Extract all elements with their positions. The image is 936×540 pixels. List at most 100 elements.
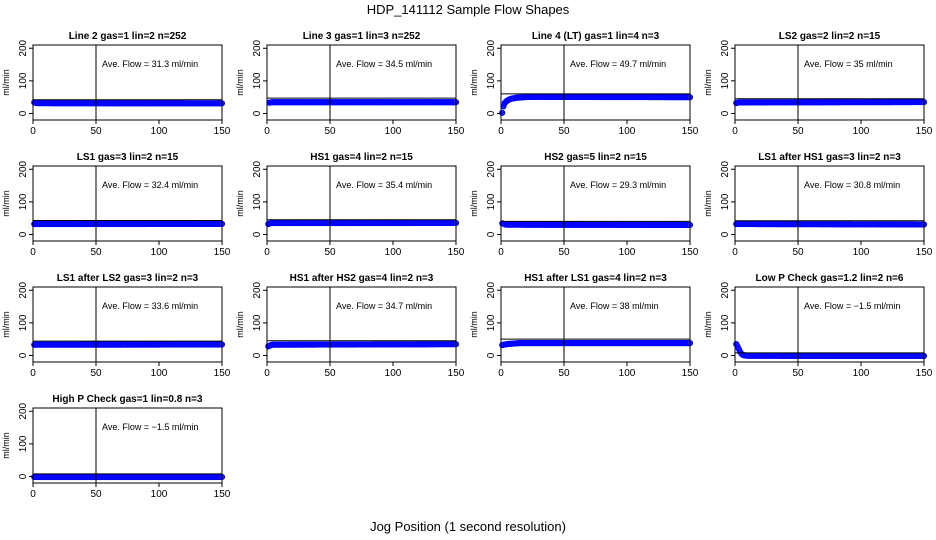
data-point [499, 109, 506, 116]
x-tick-label: 150 [682, 126, 699, 137]
x-tick-label: 150 [214, 368, 231, 379]
panel-title: LS2 gas=2 lin=2 n=15 [779, 31, 881, 42]
x-tick-label: 50 [324, 126, 336, 137]
y-axis-label: ml/min [1, 432, 11, 459]
x-tick-label: 150 [214, 247, 231, 258]
y-axis-label: ml/min [235, 311, 245, 338]
x-tick-label: 0 [732, 368, 738, 379]
data-points [733, 220, 928, 228]
plot-frame [32, 286, 223, 363]
plot-frame [32, 44, 223, 121]
y-tick-label: 0 [252, 352, 263, 358]
panel-title: LS1 after HS1 gas=3 lin=2 n=3 [758, 152, 901, 163]
panel-title: High P Check gas=1 lin=0.8 n=3 [52, 394, 203, 405]
y-tick-label: 100 [18, 193, 29, 210]
y-axis-label: ml/min [1, 190, 11, 217]
x-tick-label: 0 [264, 126, 270, 137]
y-tick-label: 200 [486, 39, 497, 56]
y-tick-label: 100 [252, 193, 263, 210]
x-tick-label: 0 [30, 368, 36, 379]
x-tick-label: 50 [792, 126, 804, 137]
y-axis-label: ml/min [703, 311, 713, 338]
data-points [499, 93, 694, 116]
panel-title: Line 4 (LT) gas=1 lin=4 n=3 [532, 31, 660, 42]
y-tick-label: 200 [720, 281, 731, 298]
x-tick-label: 50 [558, 247, 570, 258]
y-tick-label: 200 [720, 160, 731, 177]
y-tick-label: 0 [18, 473, 29, 479]
x-tick-label: 100 [619, 247, 636, 258]
panel-13: High P Check gas=1 lin=0.8 n=3 ml/min 0 50 1… [1, 394, 231, 500]
x-tick-label: 150 [448, 247, 465, 258]
x-tick-label: 100 [619, 126, 636, 137]
panel-11: HS1 after LS1 gas=4 lin=2 n=3 ml/min 0 50 10… [469, 273, 699, 379]
annotation-text: Ave. Flow = 29.3 ml/min [570, 180, 666, 190]
x-tick-label: 50 [792, 247, 804, 258]
x-tick-label: 0 [30, 247, 36, 258]
data-points [31, 473, 226, 481]
y-tick-label: 100 [486, 314, 497, 331]
x-tick-label: 0 [264, 368, 270, 379]
x-tick-label: 0 [30, 126, 36, 137]
y-tick-label: 0 [720, 352, 731, 358]
y-axis-label: ml/min [1, 311, 11, 338]
x-tick-label: 50 [558, 126, 570, 137]
annotation-text: Ave. Flow = 33.6 ml/min [102, 301, 198, 311]
annotation-text: Ave. Flow = 34.5 ml/min [336, 59, 432, 69]
plot-frame [266, 44, 457, 121]
y-tick-label: 0 [18, 110, 29, 116]
data-points [31, 341, 226, 348]
data-points [733, 98, 928, 107]
x-tick-label: 100 [151, 368, 168, 379]
panel-5: LS1 gas=3 lin=2 n=15 ml/min 0 50 100 150 0 100 2… [1, 152, 231, 258]
x-tick-label: 100 [385, 126, 402, 137]
x-tick-label: 100 [151, 126, 168, 137]
annotation-text: Ave. Flow = 34.7 ml/min [336, 301, 432, 311]
x-tick-label: 150 [448, 368, 465, 379]
y-tick-label: 100 [252, 314, 263, 331]
data-points [31, 99, 226, 107]
panel-2: Line 3 gas=1 lin=3 n=252 ml/min 0 50 100 150 0… [235, 31, 465, 137]
y-tick-label: 200 [18, 281, 29, 298]
plot-frame [500, 165, 691, 242]
y-tick-label: 200 [252, 281, 263, 298]
x-tick-label: 150 [214, 489, 231, 500]
annotation-text: Ave. Flow = 38 ml/min [570, 301, 659, 311]
x-tick-label: 100 [151, 489, 168, 500]
x-axis-label: Jog Position (1 second resolution) [370, 519, 566, 534]
annotation-text: Ave. Flow = 49.7 ml/min [570, 59, 666, 69]
y-tick-label: 0 [486, 231, 497, 237]
panel-title: LS1 after LS2 gas=3 lin=2 n=3 [57, 273, 199, 284]
annotation-text: Ave. Flow = 30.8 ml/min [804, 180, 900, 190]
y-tick-label: 0 [252, 110, 263, 116]
y-tick-label: 0 [486, 110, 497, 116]
panel-1: Line 2 gas=1 lin=2 n=252 ml/min 0 50 100 150 0… [1, 31, 231, 137]
y-tick-label: 200 [486, 281, 497, 298]
x-tick-label: 100 [853, 247, 870, 258]
plot-frame [32, 165, 223, 242]
data-points [499, 220, 694, 229]
x-tick-label: 0 [732, 126, 738, 137]
plot-frame [500, 286, 691, 363]
plot-frame [266, 286, 457, 363]
x-tick-label: 100 [151, 247, 168, 258]
y-tick-label: 100 [720, 193, 731, 210]
x-tick-label: 150 [916, 126, 933, 137]
annotation-text: Ave. Flow = −1.5 ml/min [804, 301, 900, 311]
x-tick-label: 50 [324, 247, 336, 258]
annotation-text: Ave. Flow = 32.4 ml/min [102, 180, 198, 190]
x-tick-label: 0 [30, 489, 36, 500]
plot-frame [32, 407, 223, 484]
panel-title: HS1 after HS2 gas=4 lin=2 n=3 [290, 273, 434, 284]
y-tick-label: 200 [18, 39, 29, 56]
y-tick-label: 0 [18, 231, 29, 237]
data-points [733, 340, 928, 360]
x-tick-label: 150 [682, 247, 699, 258]
x-tick-label: 100 [619, 368, 636, 379]
x-tick-label: 50 [558, 368, 570, 379]
x-tick-label: 150 [682, 368, 699, 379]
annotation-text: Ave. Flow = 31.3 ml/min [102, 59, 198, 69]
x-tick-label: 100 [853, 126, 870, 137]
x-tick-label: 0 [498, 368, 504, 379]
